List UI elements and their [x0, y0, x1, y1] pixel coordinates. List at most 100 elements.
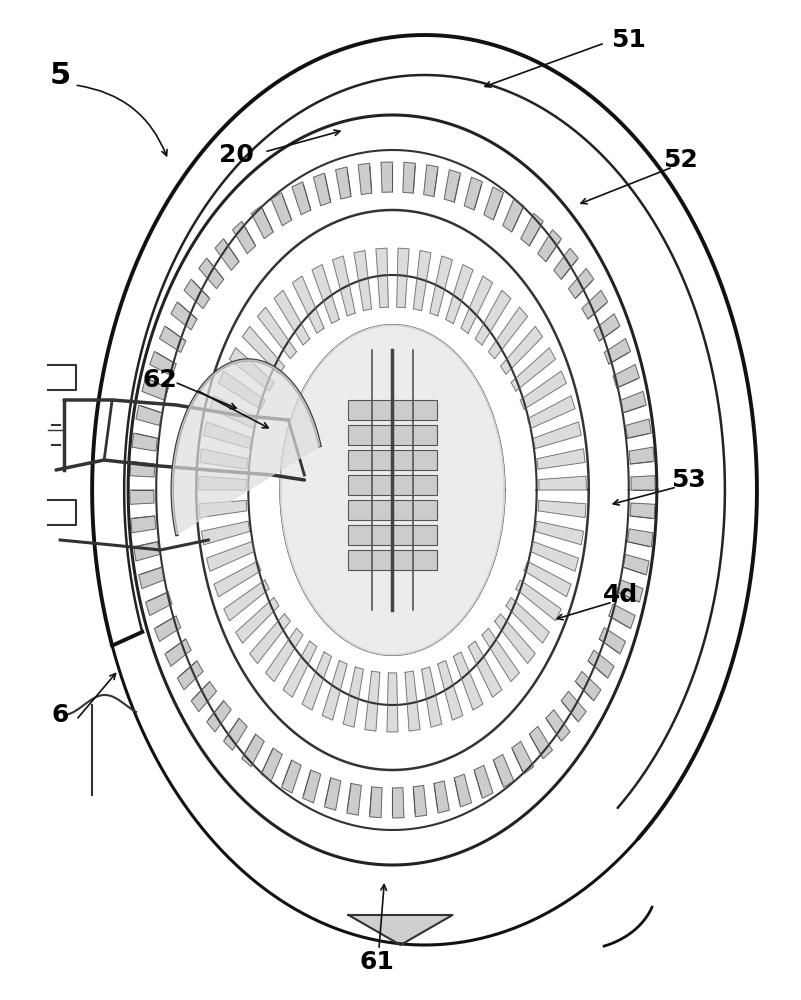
Polygon shape [150, 351, 176, 376]
Polygon shape [413, 785, 427, 817]
Polygon shape [165, 639, 191, 666]
Polygon shape [421, 667, 442, 727]
Polygon shape [274, 290, 310, 345]
Polygon shape [134, 542, 159, 561]
Polygon shape [242, 734, 264, 767]
Polygon shape [322, 661, 347, 720]
Polygon shape [354, 250, 372, 311]
Text: 62: 62 [143, 368, 178, 392]
Polygon shape [155, 616, 181, 641]
Polygon shape [283, 641, 316, 697]
Polygon shape [232, 221, 256, 254]
Text: 51: 51 [611, 28, 646, 52]
Polygon shape [261, 748, 282, 781]
FancyArrowPatch shape [77, 85, 167, 156]
Polygon shape [210, 396, 257, 429]
Polygon shape [281, 760, 301, 793]
Polygon shape [535, 521, 583, 545]
Polygon shape [474, 765, 493, 798]
Polygon shape [495, 614, 535, 664]
Polygon shape [229, 348, 274, 391]
Polygon shape [445, 264, 473, 324]
Polygon shape [528, 396, 575, 429]
Polygon shape [392, 788, 404, 818]
Polygon shape [599, 628, 626, 654]
Polygon shape [506, 598, 549, 643]
Polygon shape [257, 307, 296, 359]
Polygon shape [529, 726, 553, 759]
Polygon shape [131, 516, 156, 533]
Polygon shape [292, 276, 324, 333]
Polygon shape [582, 290, 608, 319]
Polygon shape [430, 256, 453, 316]
Polygon shape [235, 598, 279, 643]
Polygon shape [575, 671, 601, 701]
Polygon shape [444, 170, 461, 202]
Polygon shape [461, 276, 493, 333]
Polygon shape [332, 256, 355, 316]
Polygon shape [493, 754, 513, 787]
Polygon shape [501, 326, 542, 374]
Polygon shape [623, 554, 649, 575]
Polygon shape [627, 529, 653, 547]
Polygon shape [171, 302, 197, 330]
Text: 52: 52 [663, 148, 698, 172]
Polygon shape [347, 783, 361, 815]
Polygon shape [172, 360, 320, 534]
Polygon shape [503, 199, 524, 232]
Polygon shape [132, 433, 158, 451]
Polygon shape [569, 268, 594, 298]
Polygon shape [475, 290, 511, 345]
Polygon shape [511, 348, 556, 391]
Polygon shape [562, 691, 586, 722]
Polygon shape [214, 561, 261, 597]
Polygon shape [465, 177, 482, 210]
Polygon shape [613, 364, 639, 388]
Bar [348, 400, 437, 420]
Polygon shape [537, 230, 562, 262]
Polygon shape [403, 162, 416, 193]
Polygon shape [146, 592, 172, 616]
Polygon shape [512, 741, 533, 774]
Polygon shape [524, 561, 571, 597]
Polygon shape [454, 774, 472, 807]
Polygon shape [469, 641, 502, 697]
Polygon shape [387, 673, 398, 732]
Text: 53: 53 [671, 468, 706, 492]
Polygon shape [484, 187, 504, 220]
Polygon shape [336, 167, 351, 199]
Polygon shape [489, 307, 528, 359]
Polygon shape [588, 650, 614, 678]
Polygon shape [537, 449, 585, 469]
Polygon shape [516, 580, 562, 621]
Polygon shape [130, 461, 155, 477]
Polygon shape [302, 652, 332, 710]
Polygon shape [413, 250, 431, 311]
Polygon shape [280, 325, 505, 655]
Polygon shape [252, 206, 273, 239]
Polygon shape [272, 193, 292, 226]
Polygon shape [303, 770, 320, 803]
Polygon shape [199, 258, 223, 289]
Polygon shape [324, 778, 341, 810]
Polygon shape [521, 213, 543, 246]
Polygon shape [381, 162, 392, 192]
Polygon shape [533, 422, 582, 449]
Text: 61: 61 [359, 950, 394, 974]
Polygon shape [219, 371, 265, 409]
Polygon shape [207, 701, 231, 732]
Polygon shape [184, 279, 210, 309]
Polygon shape [405, 671, 420, 731]
Polygon shape [215, 239, 239, 270]
Text: 4d: 4d [603, 583, 638, 607]
Polygon shape [312, 264, 340, 324]
Polygon shape [199, 476, 246, 490]
Polygon shape [620, 391, 646, 413]
Polygon shape [159, 326, 186, 352]
Polygon shape [266, 628, 303, 682]
Polygon shape [177, 661, 203, 690]
Polygon shape [250, 614, 290, 664]
Polygon shape [434, 781, 449, 813]
Polygon shape [243, 326, 284, 374]
Polygon shape [223, 580, 269, 621]
